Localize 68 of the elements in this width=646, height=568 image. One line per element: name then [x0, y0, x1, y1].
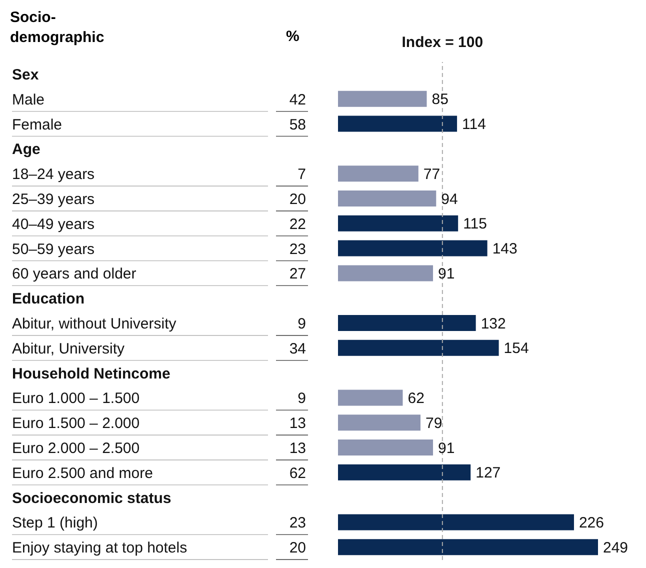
text: 7 — [298, 166, 306, 184]
y-tick-label: Female — [12, 116, 62, 134]
data-label: 94 — [441, 190, 458, 208]
text: 9 — [298, 315, 306, 332]
text: % — [286, 28, 300, 45]
bar — [338, 390, 403, 406]
y-tick-label: Euro 2.000 – 2.500 — [12, 440, 140, 457]
y-tick-label: 50–59 years — [12, 240, 95, 258]
y-tick-label: 25–39 years — [12, 190, 95, 208]
data-label: 62 — [408, 390, 424, 408]
bar — [338, 166, 418, 182]
y-tick-label: 40–49 years — [12, 216, 95, 233]
text: 9 — [298, 390, 306, 408]
y-tick-label: Sex — [12, 66, 40, 84]
text: 58 — [289, 116, 306, 134]
y-tick-label: 18–24 years — [12, 166, 95, 184]
y-tick-label: Socioeconomic status — [12, 490, 172, 507]
y-tick-label: Abitur, without University — [12, 315, 177, 332]
y-tick-label: Euro 1.000 – 1.500 — [12, 390, 140, 408]
data-label: 115 — [463, 216, 487, 233]
data-label: 143 — [492, 240, 518, 258]
text: 23 — [289, 240, 306, 258]
text: 42 — [289, 91, 306, 108]
y-tick-label: Step 1 (high) — [12, 514, 98, 532]
data-label: 114 — [462, 116, 486, 134]
y-tick-label: Household Netincome — [12, 365, 170, 382]
text: 62 — [289, 464, 306, 482]
y-axis-title: Socio-demographic — [10, 8, 104, 48]
bar — [338, 440, 434, 456]
bar — [338, 464, 471, 480]
data-label: 154 — [504, 340, 529, 358]
text: 20 — [289, 540, 306, 557]
data-label: 77 — [423, 166, 440, 183]
text: 22 — [289, 216, 306, 233]
data-label: 91 — [438, 440, 455, 457]
y-tick-label: Male — [12, 91, 45, 108]
y-tick-label: Euro 2.500 and more — [12, 464, 153, 482]
y-tick-label: Enjoy staying at top hotels — [12, 540, 188, 557]
y-tick-label: Education — [12, 290, 85, 308]
bar — [338, 190, 436, 206]
text: 20 — [289, 190, 306, 208]
bar — [338, 240, 488, 256]
y-tick-label: Euro 1.500 – 2.000 — [12, 415, 140, 432]
y-tick-label: 60 years and older — [12, 266, 136, 283]
data-label: 127 — [476, 464, 501, 482]
y-tick-label: Abitur, University — [12, 340, 126, 358]
y-tick-label: Age — [12, 141, 40, 158]
data-label: 79 — [425, 414, 442, 432]
bar — [338, 340, 499, 356]
data-label: 132 — [480, 315, 506, 332]
text: 27 — [289, 266, 306, 283]
bar — [338, 265, 434, 282]
data-label: 91 — [438, 266, 455, 283]
bar — [338, 90, 427, 107]
bar — [338, 539, 598, 556]
text: 13 — [289, 440, 306, 457]
bar — [338, 315, 476, 331]
ref-line-label: Index = 100 — [402, 34, 484, 51]
bar — [338, 514, 574, 530]
data-label: 249 — [603, 539, 628, 556]
bar — [338, 116, 458, 132]
text: 13 — [289, 415, 306, 432]
bar — [338, 215, 458, 232]
data-label: 85 — [432, 91, 448, 108]
bar — [338, 414, 420, 431]
text: 34 — [289, 340, 306, 358]
text: 23 — [289, 514, 306, 532]
data-label: 226 — [578, 514, 604, 532]
